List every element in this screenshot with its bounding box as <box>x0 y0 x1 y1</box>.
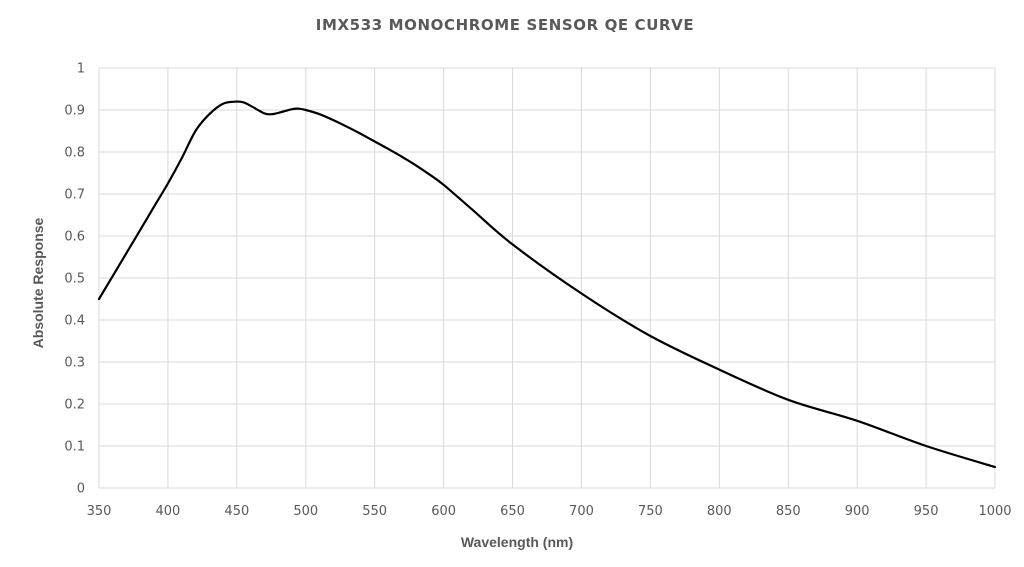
y-tick-label: 0.5 <box>64 272 85 287</box>
x-tick-label: 500 <box>293 504 318 519</box>
chart-title: IMX533 MONOCHROME SENSOR QE CURVE <box>315 16 695 34</box>
y-tick-label: 0.9 <box>64 104 85 119</box>
y-tick-label: 0.4 <box>64 314 85 329</box>
x-tick-labels: 350 400 450 500 550 600 650 700 750 800 850 900 950 1… <box>87 504 1012 519</box>
y-tick-label: 0.8 <box>64 146 85 161</box>
x-tick-label: 800 <box>707 504 732 519</box>
x-tick-label: 750 <box>638 504 663 519</box>
x-tick-label: 700 <box>569 504 594 519</box>
y-tick-label: 0.2 <box>64 398 85 413</box>
x-tick-label: 350 <box>87 504 112 519</box>
x-tick-label: 850 <box>776 504 801 519</box>
x-axis-title: Wavelength (nm) <box>461 534 573 550</box>
x-tick-label: 950 <box>914 504 939 519</box>
x-tick-label: 400 <box>156 504 181 519</box>
y-tick-label: 0.3 <box>64 356 85 371</box>
y-tick-label: 0.6 <box>64 230 85 245</box>
qe-curve-line <box>97 100 997 469</box>
x-tick-label: 650 <box>500 504 525 519</box>
y-axis-title: Absolute Response <box>30 217 46 348</box>
y-tick-labels: 0 0.1 0.2 0.3 0.4 0.5 0.6 0.7 0.8 0.9 1 <box>64 62 85 497</box>
gridlines <box>98 67 996 489</box>
x-tick-label: 600 <box>431 504 456 519</box>
x-tick-label: 450 <box>224 504 249 519</box>
x-tick-label: 900 <box>845 504 870 519</box>
x-tick-label: 550 <box>362 504 387 519</box>
y-tick-label: 0 <box>77 482 85 497</box>
y-tick-label: 1 <box>77 62 85 77</box>
series-layer <box>97 100 997 469</box>
x-tick-label: 1000 <box>978 504 1011 519</box>
y-tick-label: 0.1 <box>64 440 85 455</box>
y-tick-label: 0.7 <box>64 188 85 203</box>
